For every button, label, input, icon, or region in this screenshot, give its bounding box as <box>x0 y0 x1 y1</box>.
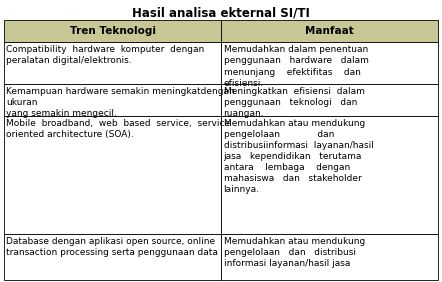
Bar <box>221 233 438 280</box>
Text: Meningkatkan  efisiensi  dalam
penggunaan   teknologi   dan
ruangan.: Meningkatkan efisiensi dalam penggunaan … <box>224 87 364 118</box>
Text: Manfaat: Manfaat <box>305 26 354 36</box>
Text: Compatibility  hardware  komputer  dengan
peralatan digital/elektronis.: Compatibility hardware komputer dengan p… <box>7 45 205 65</box>
Text: Tren Teknologi: Tren Teknologi <box>69 26 156 36</box>
Text: Memudahkan atau mendukung
pengelolaan   dan   distribusi
informasi layanan/hasil: Memudahkan atau mendukung pengelolaan da… <box>224 237 365 268</box>
Bar <box>4 233 221 280</box>
Bar <box>221 20 438 42</box>
Text: Mobile  broadband,  web  based  service,  service
oriented architecture (SOA).: Mobile broadband, web based service, ser… <box>7 119 231 139</box>
Bar <box>4 84 221 116</box>
Text: Database dengan aplikasi open source, online
transaction processing serta penggu: Database dengan aplikasi open source, on… <box>7 237 218 257</box>
Text: Hasil analisa ekternal SI/TI: Hasil analisa ekternal SI/TI <box>132 6 310 19</box>
Text: Kemampuan hardware semakin meningkatdengan
ukuran
yang semakin mengecil.: Kemampuan hardware semakin meningkatdeng… <box>7 87 235 118</box>
Text: Memudahkan atau mendukung
pengelolaan             dan
distribusiinformasi  layan: Memudahkan atau mendukung pengelolaan da… <box>224 119 373 194</box>
Bar <box>4 20 221 42</box>
Bar <box>4 116 221 233</box>
Bar <box>4 42 221 84</box>
Bar <box>221 116 438 233</box>
Text: Memudahkan dalam penentuan
penggunaan   hardware   dalam
menunjang    efektifita: Memudahkan dalam penentuan penggunaan ha… <box>224 45 368 88</box>
Bar <box>221 84 438 116</box>
Bar <box>221 42 438 84</box>
